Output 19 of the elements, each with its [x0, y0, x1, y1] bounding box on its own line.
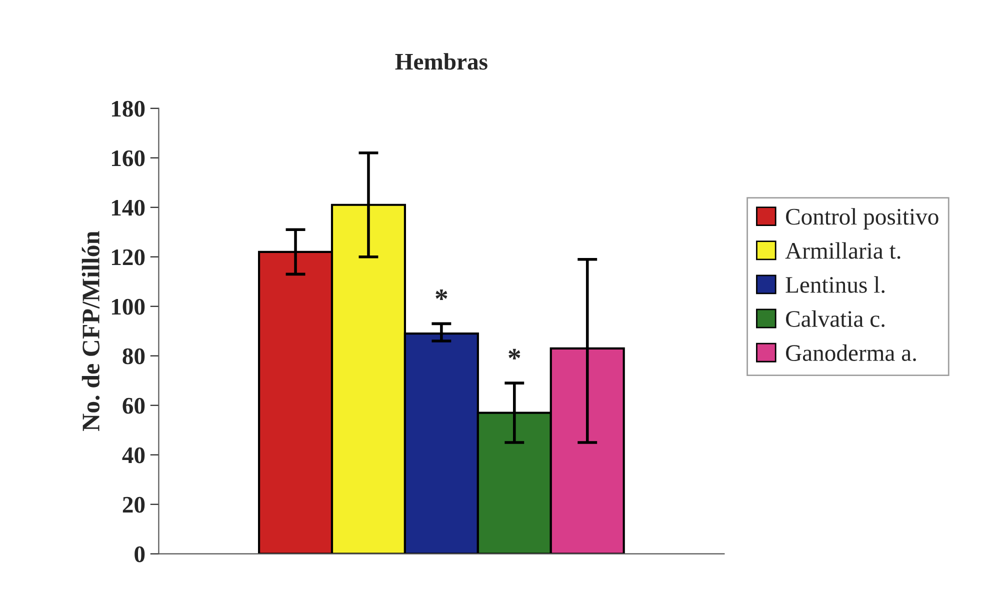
y-tick-label: 140	[112, 200, 145, 216]
y-tick-label: 20	[122, 496, 145, 513]
legend-label: Armillaria t.	[785, 242, 900, 259]
y-tick-label: 100	[112, 298, 145, 315]
chart-title: Hembras	[395, 53, 488, 70]
y-tick-label: 60	[122, 398, 145, 414]
y-tick-label: 180	[112, 100, 145, 117]
y-tick-label: 80	[122, 348, 145, 364]
y-tick-label: 40	[122, 447, 145, 464]
y-tick-label: 120	[112, 249, 145, 266]
legend-label: Ganoderma a.	[786, 344, 916, 362]
legend-label: Control positivo	[786, 208, 938, 230]
legend-label: Lentinus l.	[786, 276, 884, 293]
y-tick-label: 0	[134, 546, 145, 562]
data-label: *	[508, 348, 520, 360]
data-label: *	[436, 290, 448, 300]
legend-label: Calvatia c.	[786, 310, 884, 328]
y-tick-label: 160	[112, 150, 145, 166]
y-axis-title: No. de CFP/Millón	[82, 231, 100, 431]
